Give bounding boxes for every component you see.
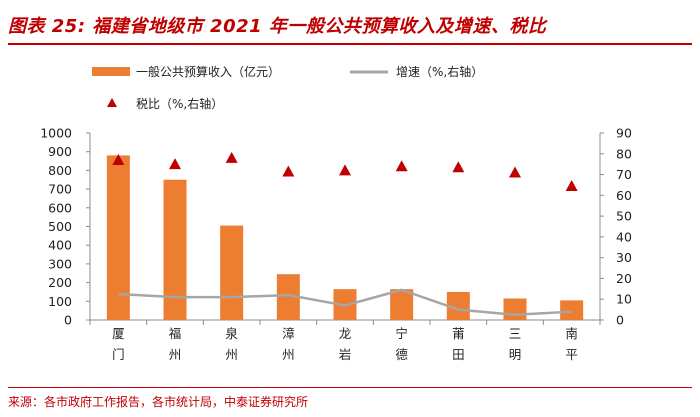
legend-line-label: 增速（%,右轴） bbox=[396, 64, 483, 79]
tax-ratio-marker-泉州 bbox=[225, 151, 238, 163]
left-tick-label: 200 bbox=[48, 275, 72, 290]
left-tick-label: 1000 bbox=[40, 126, 72, 141]
left-tick-label: 800 bbox=[48, 163, 72, 178]
left-tick-label: 500 bbox=[48, 219, 72, 234]
tax-ratio-marker-南平 bbox=[565, 179, 578, 191]
tax-ratio-marker-福州 bbox=[169, 158, 181, 170]
bar-厦门 bbox=[106, 155, 130, 320]
x-tick-label: 厦门 bbox=[112, 326, 125, 362]
right-tick-label: 50 bbox=[616, 209, 632, 224]
legend-triangle-label: 税比（%,右轴） bbox=[136, 96, 223, 111]
right-tick-label: 60 bbox=[616, 188, 632, 203]
line-series bbox=[118, 288, 572, 317]
bar-漳州 bbox=[276, 274, 300, 320]
left-tick-label: 300 bbox=[48, 256, 72, 271]
legend-bar-swatch bbox=[92, 67, 130, 76]
legend-bar-label: 一般公共预算收入（亿元） bbox=[136, 64, 280, 79]
source-divider bbox=[8, 387, 692, 388]
left-tick-label: 100 bbox=[48, 294, 72, 309]
x-tick-label: 南平 bbox=[565, 326, 578, 362]
left-tick-label: 700 bbox=[48, 182, 72, 197]
left-tick-label: 900 bbox=[48, 144, 72, 159]
bar-莆田 bbox=[446, 291, 470, 320]
x-tick-label: 龙岩 bbox=[339, 326, 352, 362]
right-tick-label: 40 bbox=[616, 229, 632, 244]
left-tick-label: 400 bbox=[48, 238, 72, 253]
tax-ratio-marker-三明 bbox=[509, 166, 521, 178]
left-tick-label: 0 bbox=[64, 313, 72, 328]
tax-ratio-marker-莆田 bbox=[452, 161, 465, 173]
title-underline bbox=[8, 43, 692, 45]
right-tick-label: 20 bbox=[616, 271, 632, 286]
right-tick-label: 0 bbox=[616, 313, 624, 328]
bar-series bbox=[106, 155, 584, 320]
legend: 一般公共预算收入（亿元） 增速（%,右轴） 税比（%,右轴） bbox=[92, 64, 483, 111]
bar-三明 bbox=[503, 298, 527, 320]
x-tick-label: 三明 bbox=[509, 326, 522, 362]
chart-title: 图表 25: 福建省地级市 2021 年一般公共预算收入及增速、税比 bbox=[8, 16, 547, 37]
x-tick-label: 宁德 bbox=[395, 326, 408, 362]
bar-福州 bbox=[163, 179, 187, 320]
right-tick-label: 80 bbox=[616, 146, 632, 161]
tax-ratio-marker-厦门 bbox=[112, 154, 125, 166]
bar-南平 bbox=[560, 300, 584, 320]
tax-ratio-marker-漳州 bbox=[282, 165, 295, 177]
bar-泉州 bbox=[220, 225, 244, 320]
marker-series bbox=[112, 151, 578, 191]
left-tick-label: 600 bbox=[48, 200, 72, 215]
source-note: 来源：各市政府工作报告，各市统计局，中泰证券研究所 bbox=[8, 395, 309, 409]
legend-triangle-marker bbox=[107, 98, 117, 107]
tax-ratio-marker-龙岩 bbox=[339, 164, 351, 176]
tax-ratio-marker-宁德 bbox=[395, 160, 408, 172]
x-tick-label: 漳州 bbox=[282, 326, 295, 362]
x-tick-label: 福州 bbox=[169, 326, 182, 362]
right-tick-label: 10 bbox=[616, 292, 632, 307]
x-tick-label: 莆田 bbox=[452, 326, 465, 362]
right-tick-label: 90 bbox=[616, 126, 632, 141]
x-tick-label: 泉州 bbox=[225, 326, 238, 362]
right-tick-label: 30 bbox=[616, 250, 632, 265]
bar-宁德 bbox=[390, 289, 414, 320]
right-tick-label: 70 bbox=[616, 167, 632, 182]
